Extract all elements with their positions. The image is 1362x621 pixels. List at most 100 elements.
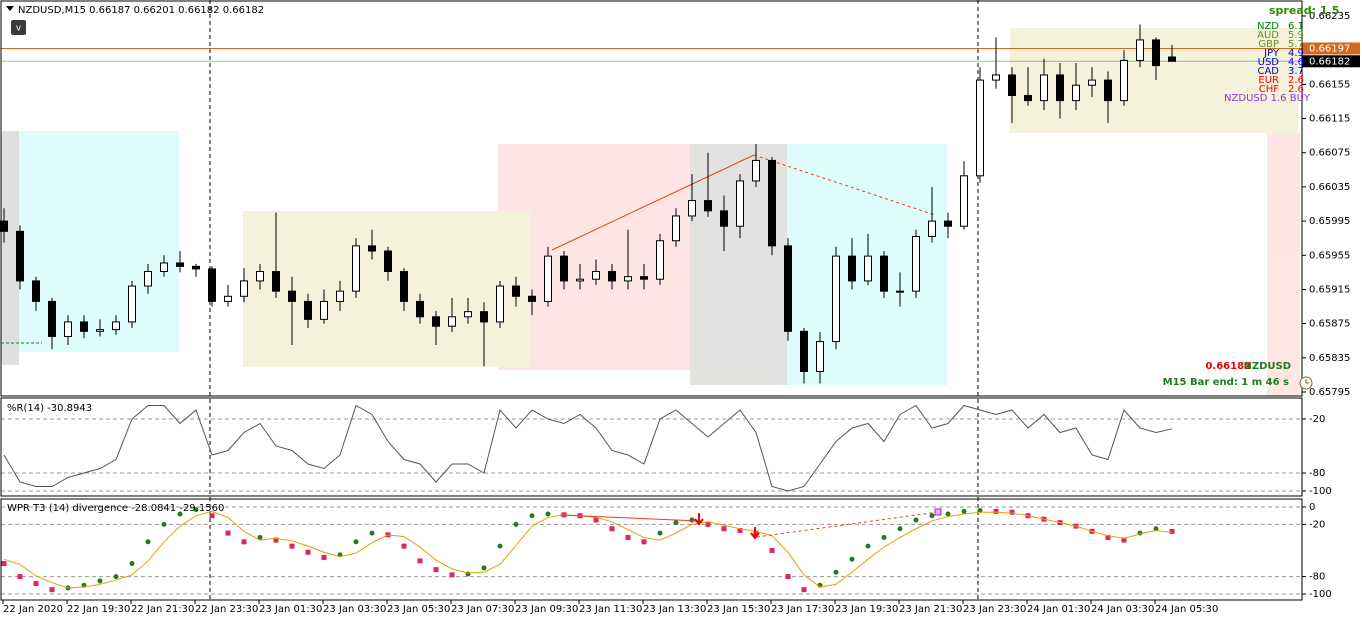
candle-body [112, 321, 120, 331]
y-tick-label: 0.65955 [1309, 250, 1350, 261]
candle-body [336, 290, 344, 302]
candle-body [256, 271, 264, 282]
x-tick-label: 23 Jan 11:30 [579, 604, 642, 615]
currency: USD [1258, 57, 1280, 68]
candle-body [80, 321, 88, 332]
candle-body [768, 159, 776, 247]
price-level-box [1302, 55, 1360, 68]
candle-body [960, 175, 968, 227]
indicator-dot [289, 543, 295, 549]
trend-line [551, 154, 755, 251]
y-tick-label: 0.66035 [1309, 182, 1350, 193]
menu-arrow[interactable] [6, 6, 14, 11]
candle-body [448, 316, 456, 327]
candle-body [368, 245, 376, 252]
button-label[interactable]: v [16, 24, 22, 34]
indicator-dot [321, 554, 327, 560]
y-tick-label: 0.65835 [1309, 353, 1350, 364]
indicator-dot [625, 534, 631, 540]
indicator-dot [1105, 534, 1111, 540]
x-tick-label: 23 Jan 07:30 [451, 604, 514, 615]
indicator-dot [49, 587, 55, 593]
candle-body [896, 290, 904, 293]
signal: NZDUSD 1.6 BUY [1224, 93, 1311, 104]
candle-body [816, 341, 824, 372]
candle-body [720, 210, 728, 227]
candle-body [16, 230, 24, 282]
candle-body [1056, 74, 1064, 102]
pane-frame [0, 0, 1303, 397]
indicator-dot [1009, 509, 1015, 515]
candle-body [1152, 39, 1160, 67]
candle-body [1120, 59, 1128, 102]
candle-body [320, 300, 328, 320]
indicator-dot [769, 548, 775, 553]
zone [243, 211, 530, 367]
indicator-dot [801, 587, 807, 593]
candle-body [784, 245, 792, 332]
indicator-dot [161, 521, 167, 527]
candle-body [576, 278, 584, 282]
x-tick-label: 23 Jan 13:30 [643, 604, 706, 615]
indicator-dot [593, 517, 599, 523]
indicator-dot [945, 511, 951, 517]
pane-frame [0, 397, 1303, 497]
indicator-dot [929, 513, 935, 519]
strength-value: 2.6 [1288, 75, 1304, 86]
indicator-dot [833, 569, 839, 575]
strength-value: 4.9 [1288, 48, 1304, 59]
x-tick-label: 23 Jan 01:30 [259, 604, 322, 615]
currency: AUD [1257, 30, 1279, 41]
currency: NZD [1257, 21, 1279, 32]
indicator-dot [257, 534, 263, 540]
indicator-dot [785, 574, 791, 580]
divergence-arrow [750, 527, 760, 540]
x-tick-label: 22 Jan 19:30 [67, 604, 130, 615]
candle-body [528, 295, 536, 302]
indicator-dot [449, 572, 455, 578]
y-tick-label: -20 [1309, 414, 1325, 425]
candle-body [288, 290, 296, 302]
info-panel: spread: 1.5 NZDUSD 1.6 BUY 0.66182 NZDUS… [1163, 4, 1340, 390]
bar-end: M15 Bar end: 1 m 46 s [1163, 377, 1289, 388]
price-level-box [1302, 42, 1360, 55]
divergence-marker [934, 508, 942, 516]
indicator-dot [1169, 528, 1175, 534]
candle-body [0, 220, 8, 232]
strength-value: 5.7 [1288, 39, 1304, 50]
indicator-dot [305, 549, 311, 555]
y-tick-label: 0.65995 [1309, 216, 1350, 227]
candle-body [864, 255, 872, 282]
button[interactable] [11, 20, 26, 35]
strength-value: 6.1 [1288, 21, 1304, 32]
candle-body [64, 321, 72, 337]
zone [19, 131, 179, 352]
candle-body [944, 220, 952, 227]
candle-body [544, 255, 552, 302]
indicator-dot [689, 517, 695, 523]
indicator-dot [865, 543, 871, 549]
y-tick-label: 0.66235 [1309, 11, 1350, 22]
symbol: NZDUSD [1243, 361, 1291, 372]
trend-line [753, 154, 936, 216]
indicator-dot [33, 581, 39, 587]
x-tick-label: 24 Jan 01:30 [1027, 604, 1090, 615]
zone [1267, 133, 1300, 396]
indicator-dot [497, 543, 503, 549]
candle-body [208, 268, 216, 302]
indicator-dot [721, 526, 727, 532]
indicator-dot [17, 574, 23, 580]
strength-value: 4.6 [1288, 57, 1304, 68]
y-tick-label: -20 [1309, 519, 1325, 530]
indicator-dot [737, 527, 743, 533]
strength-value: 2.6 [1288, 84, 1304, 95]
indicator-dot [369, 530, 375, 536]
indicator-title: %R(14) -30.8943 [7, 403, 92, 414]
indicator-title: WPR T3 (14) divergence -28.0841 -29.1560 [7, 503, 224, 514]
indicator-dot [433, 567, 439, 573]
candle-body [736, 180, 744, 227]
candle-body [656, 240, 664, 280]
y-tick-label: 0.65875 [1309, 319, 1350, 330]
